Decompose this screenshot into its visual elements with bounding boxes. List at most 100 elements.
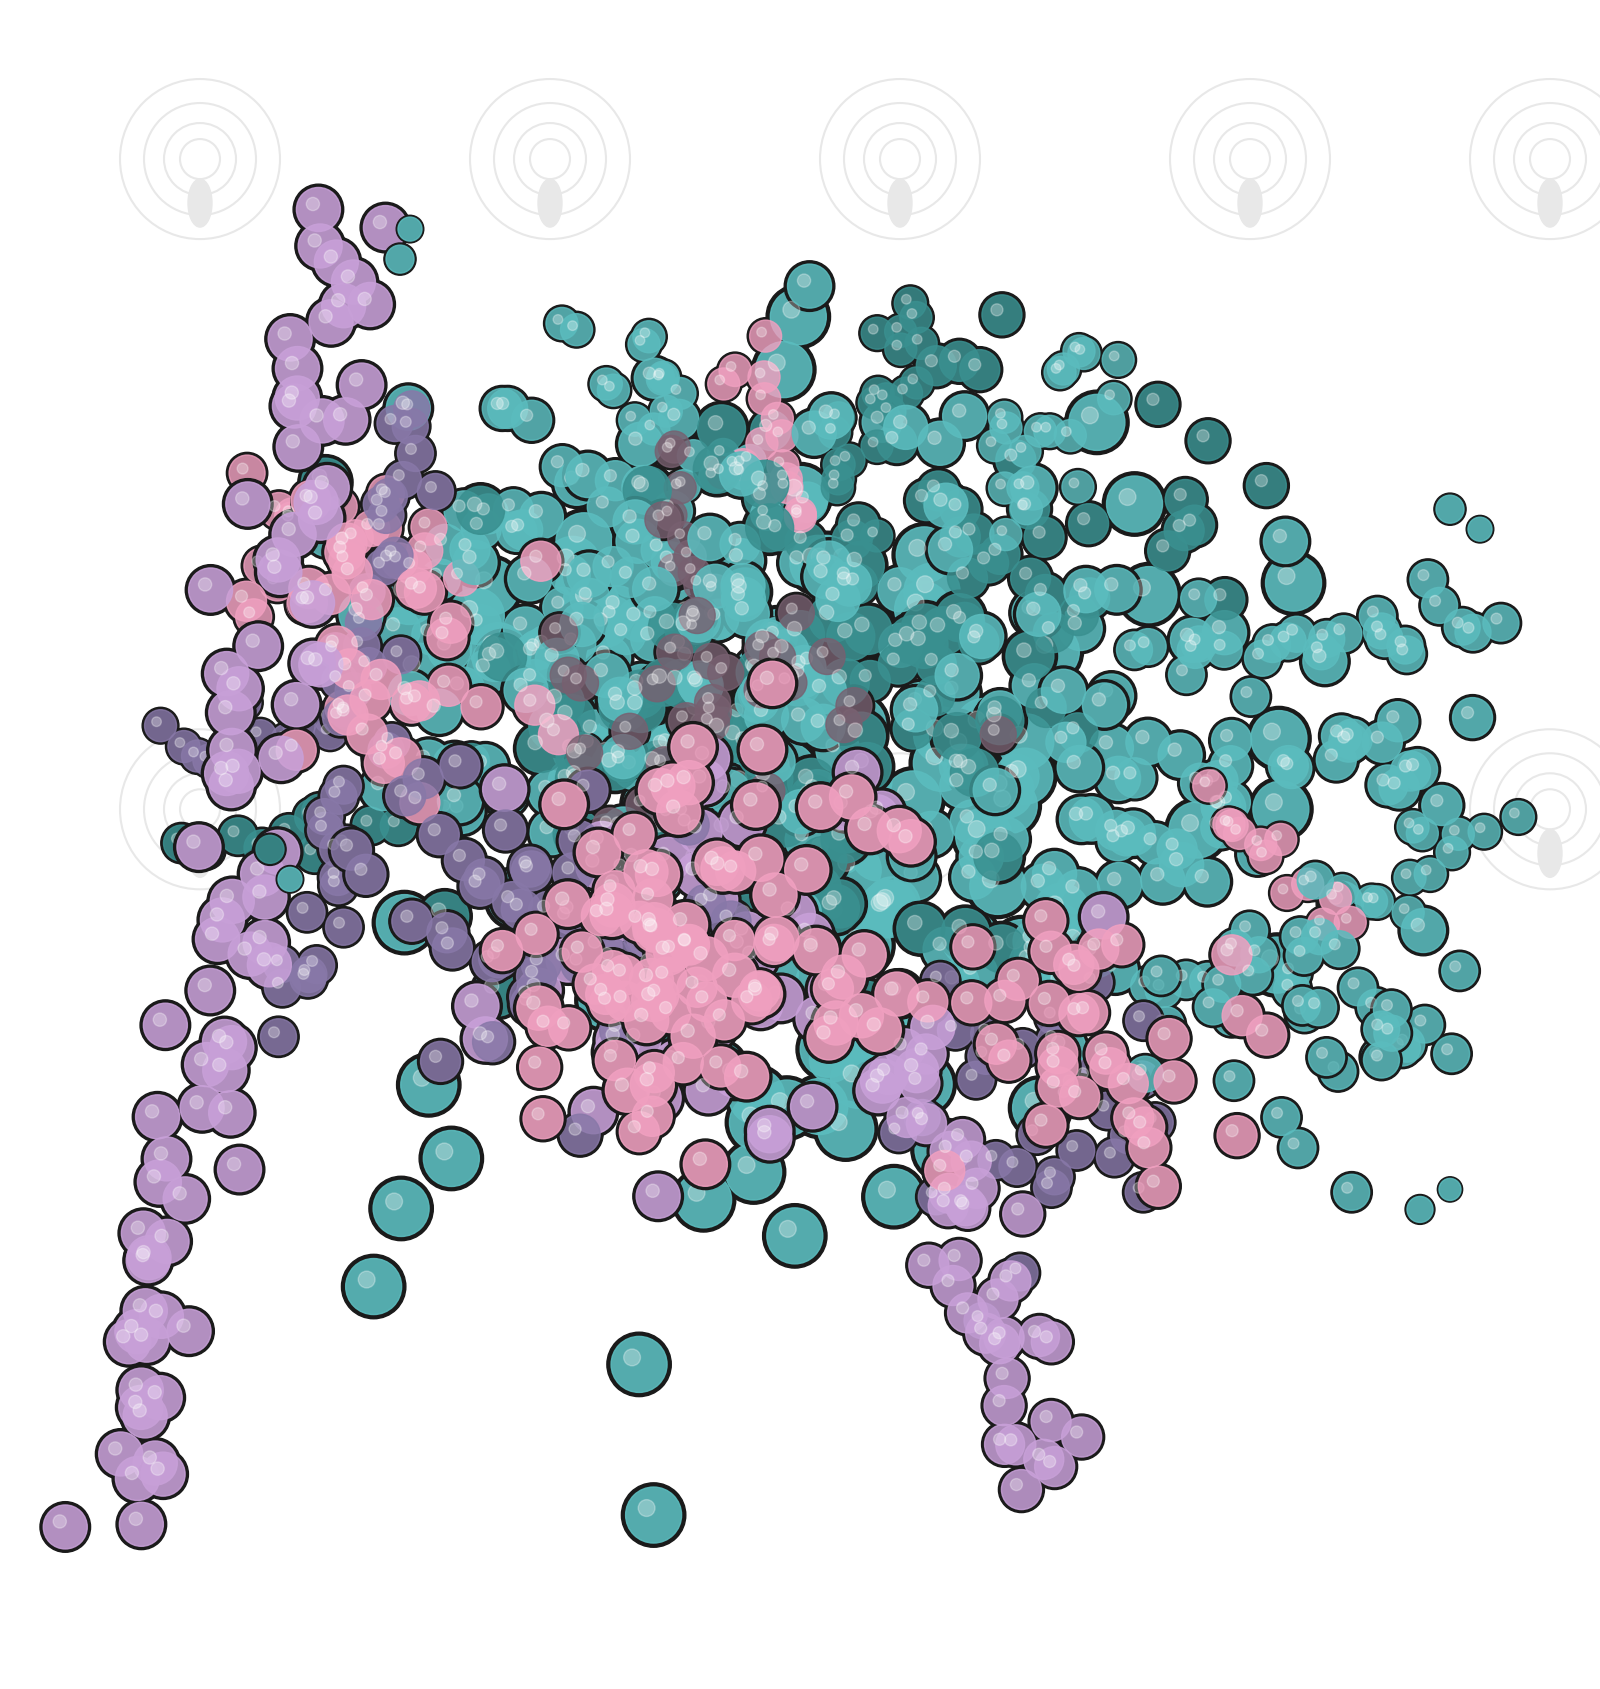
- Circle shape: [206, 726, 258, 777]
- Circle shape: [146, 1219, 189, 1263]
- Circle shape: [214, 664, 264, 714]
- Circle shape: [1029, 1398, 1074, 1444]
- Circle shape: [627, 755, 683, 812]
- Circle shape: [331, 260, 376, 304]
- Circle shape: [1154, 980, 1163, 991]
- Circle shape: [256, 831, 299, 875]
- Circle shape: [786, 866, 834, 914]
- Circle shape: [722, 569, 770, 616]
- Circle shape: [690, 562, 741, 611]
- Circle shape: [266, 549, 280, 562]
- Circle shape: [742, 1108, 758, 1125]
- Circle shape: [661, 377, 698, 412]
- Circle shape: [1211, 997, 1253, 1039]
- Circle shape: [1122, 1105, 1168, 1150]
- Circle shape: [938, 1182, 950, 1194]
- Circle shape: [744, 794, 757, 807]
- Circle shape: [298, 456, 354, 510]
- Circle shape: [949, 500, 962, 512]
- Circle shape: [453, 500, 466, 512]
- Circle shape: [731, 676, 782, 726]
- Circle shape: [616, 671, 664, 718]
- Circle shape: [581, 600, 632, 650]
- Circle shape: [563, 733, 605, 774]
- Circle shape: [677, 441, 709, 473]
- Circle shape: [594, 664, 608, 677]
- Circle shape: [510, 630, 562, 681]
- Circle shape: [219, 701, 232, 714]
- Circle shape: [547, 725, 560, 736]
- Circle shape: [688, 758, 752, 823]
- Circle shape: [882, 404, 891, 414]
- Circle shape: [1021, 476, 1034, 490]
- Circle shape: [632, 978, 675, 1022]
- Circle shape: [290, 961, 326, 997]
- Circle shape: [1165, 799, 1229, 863]
- Circle shape: [939, 392, 990, 443]
- Circle shape: [1190, 768, 1227, 804]
- Circle shape: [358, 657, 370, 667]
- Circle shape: [678, 934, 690, 946]
- Circle shape: [243, 549, 280, 584]
- Circle shape: [1067, 757, 1080, 768]
- Circle shape: [518, 539, 563, 584]
- Circle shape: [488, 948, 499, 959]
- Circle shape: [411, 615, 451, 655]
- Circle shape: [646, 747, 683, 784]
- Circle shape: [1454, 615, 1491, 650]
- Circle shape: [590, 893, 634, 937]
- Circle shape: [118, 1208, 168, 1258]
- Circle shape: [1190, 964, 1226, 1000]
- Circle shape: [576, 464, 589, 478]
- Circle shape: [1035, 1020, 1077, 1062]
- Circle shape: [434, 775, 485, 826]
- Circle shape: [301, 591, 314, 605]
- Circle shape: [1117, 562, 1181, 627]
- Circle shape: [1238, 834, 1278, 875]
- Circle shape: [666, 794, 706, 834]
- Circle shape: [317, 829, 358, 870]
- Circle shape: [752, 338, 816, 402]
- Circle shape: [566, 767, 581, 780]
- Circle shape: [416, 750, 430, 763]
- Circle shape: [957, 833, 1006, 883]
- Circle shape: [738, 1157, 755, 1174]
- Circle shape: [1330, 939, 1341, 951]
- Circle shape: [219, 774, 232, 787]
- Circle shape: [1069, 1061, 1106, 1096]
- Circle shape: [816, 415, 853, 451]
- Circle shape: [1419, 784, 1464, 829]
- Circle shape: [608, 687, 622, 701]
- Circle shape: [1078, 588, 1091, 600]
- Circle shape: [1123, 1061, 1160, 1098]
- Circle shape: [712, 909, 730, 926]
- Circle shape: [1024, 941, 1037, 954]
- Circle shape: [538, 1015, 549, 1027]
- Circle shape: [1309, 998, 1320, 1008]
- Circle shape: [659, 1002, 672, 1013]
- Circle shape: [792, 505, 802, 515]
- Circle shape: [594, 613, 606, 627]
- Circle shape: [741, 728, 784, 772]
- Circle shape: [1229, 910, 1270, 953]
- Circle shape: [400, 417, 411, 427]
- Circle shape: [750, 738, 763, 752]
- Circle shape: [816, 1013, 872, 1069]
- Circle shape: [288, 478, 334, 524]
- Circle shape: [656, 552, 693, 589]
- Circle shape: [619, 463, 675, 519]
- Circle shape: [763, 883, 776, 897]
- Circle shape: [482, 951, 493, 963]
- Circle shape: [850, 1003, 862, 1017]
- Circle shape: [693, 692, 734, 733]
- Circle shape: [944, 603, 984, 644]
- Circle shape: [656, 790, 701, 834]
- Circle shape: [926, 748, 942, 765]
- Circle shape: [1306, 907, 1342, 942]
- Circle shape: [349, 574, 386, 610]
- Circle shape: [1094, 569, 1139, 613]
- Circle shape: [462, 559, 518, 616]
- Circle shape: [134, 1157, 184, 1208]
- Circle shape: [216, 750, 261, 794]
- Circle shape: [382, 459, 424, 502]
